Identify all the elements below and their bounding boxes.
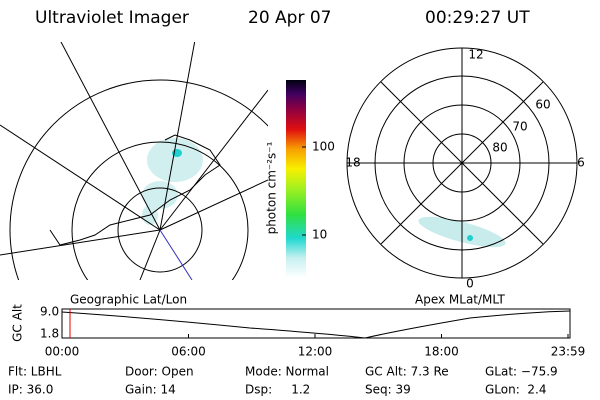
mlt-label: 0 (466, 277, 474, 291)
status-field: Flt: LBHL (8, 365, 62, 379)
y-tick-label: 9.0 (40, 305, 59, 319)
status-field: GLon: 2.4 (485, 383, 546, 397)
colorbar-tick: 10 (312, 228, 327, 242)
x-tick-label: 18:00 (424, 345, 459, 359)
x-tick-label: 12:00 (298, 345, 333, 359)
polar-map (346, 47, 578, 279)
mlt-label: 18 (345, 156, 360, 170)
title: Ultraviolet Imager (35, 8, 189, 28)
x-tick-label: 23:59 (551, 345, 586, 359)
colorbar-label: photon cm⁻²s⁻¹ (265, 141, 279, 234)
x-tick-label: 06:00 (171, 345, 206, 359)
lat-label: 60 (535, 98, 550, 112)
mlt-label: 12 (468, 48, 483, 62)
status-field: Mode: Normal (245, 365, 329, 379)
status-field: Door: Open (125, 365, 194, 379)
altitude-frame (61, 308, 571, 339)
colorbar-tick: 100 (312, 140, 335, 154)
status-field: Gain: 14 (125, 383, 176, 397)
mlt-label: 6 (577, 156, 585, 170)
status-field: Dsp: 1.2 (245, 383, 310, 397)
status-field: Seq: 39 (365, 383, 411, 397)
altitude-curve (61, 310, 571, 339)
polar-caption: Apex MLat/MLT (415, 293, 505, 307)
status-field: GC Alt: 7.3 Re (365, 365, 449, 379)
geo-map (0, 42, 268, 280)
altitude-label: GC Alt (11, 304, 25, 342)
colorbar (286, 80, 306, 278)
status-field: GLat: −75.9 (485, 365, 558, 379)
x-tick-label: 00:00 (45, 345, 80, 359)
y-tick-label: 1.8 (40, 327, 59, 341)
geo-caption: Geographic Lat/Lon (70, 293, 187, 307)
lat-label: 70 (512, 120, 527, 134)
status-field: IP: 36.0 (8, 383, 53, 397)
time: 00:29:27 UT (425, 8, 530, 28)
date: 20 Apr 07 (248, 8, 331, 28)
lat-label: 80 (492, 141, 507, 155)
